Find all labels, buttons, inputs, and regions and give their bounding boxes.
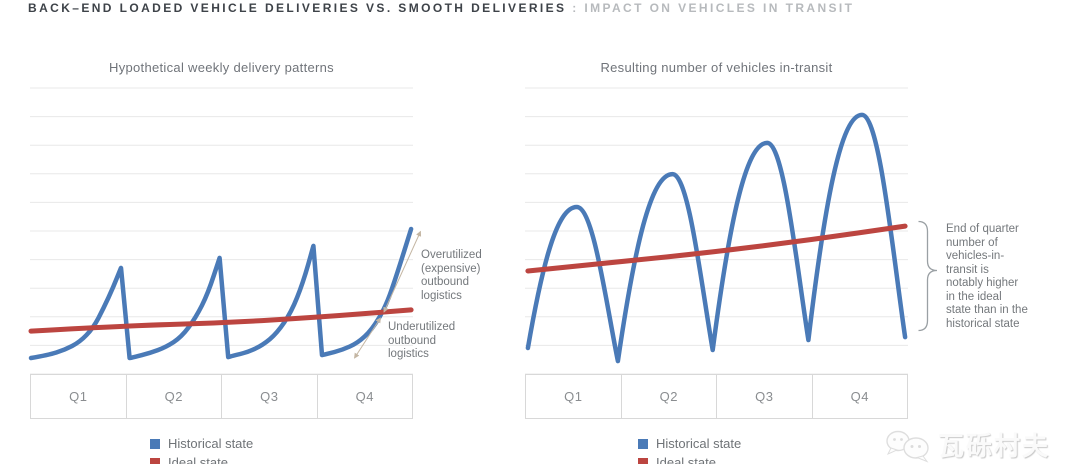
right-xaxis-q4: Q4 <box>811 375 908 418</box>
legend-item-ideal: Ideal state <box>150 455 253 464</box>
left-xaxis-table: Q1 Q2 Q3 Q4 <box>30 374 413 419</box>
ideal-swatch <box>150 457 160 464</box>
right-chart-title: Resulting number of vehicles in-transit <box>600 60 833 75</box>
left-xaxis-q3: Q3 <box>221 375 317 418</box>
left-legend: Historical state Ideal state <box>150 436 253 464</box>
watermark-text: 瓦砾村夫 <box>938 431 1051 461</box>
right-series-historical <box>525 112 908 364</box>
historical-swatch <box>638 438 648 449</box>
legend-label: Ideal state <box>168 455 228 464</box>
underutilized-callout-arrow <box>354 317 381 359</box>
left-xaxis-q2: Q2 <box>125 375 222 418</box>
legend-label: Historical state <box>168 436 254 451</box>
left-series-historical <box>28 226 414 361</box>
main-title-secondary: : IMPACT ON VEHICLES IN TRANSIT <box>566 1 855 15</box>
ideal-swatch <box>638 457 648 464</box>
wechat-logo-icon <box>886 430 929 463</box>
right-series-ideal <box>525 223 908 274</box>
right-xaxis-q2: Q2 <box>620 375 717 418</box>
right-xaxis-q1: Q1 <box>564 389 583 404</box>
left-xaxis-q4: Q4 <box>316 375 413 418</box>
historical-swatch <box>150 438 160 449</box>
legend-item-historical: Historical state <box>150 436 253 451</box>
right-annotation-bracket <box>918 220 938 332</box>
legend-item-historical: Historical state <box>638 436 741 451</box>
end-of-quarter-annotation: End of quarter number of vehicles-in- tr… <box>946 223 1028 330</box>
legend-label: Ideal state <box>656 455 716 464</box>
main-title-primary: BACK–END LOADED VEHICLE DELIVERIES VS. S… <box>28 1 567 15</box>
underutilized-annotation: Underutilized outbound logistics <box>388 321 456 360</box>
left-xaxis-q1: Q1 <box>69 389 88 404</box>
right-xaxis-table: Q1 Q2 Q3 Q4 <box>525 374 908 419</box>
main-title: BACK–END LOADED VEHICLE DELIVERIES VS. S… <box>28 1 854 15</box>
overutilized-callout-arrow <box>383 230 422 313</box>
right-xaxis-q3: Q3 <box>716 375 812 418</box>
legend-label: Historical state <box>656 436 742 451</box>
left-chart-title: Hypothetical weekly delivery patterns <box>109 60 334 75</box>
legend-item-ideal: Ideal state <box>638 455 741 464</box>
overutilized-annotation: Overutilized (expensive) outbound logist… <box>421 249 482 302</box>
left-series-ideal <box>28 307 414 334</box>
right-legend: Historical state Ideal state <box>638 436 741 464</box>
watermark: 瓦砾村夫 <box>884 426 1050 463</box>
